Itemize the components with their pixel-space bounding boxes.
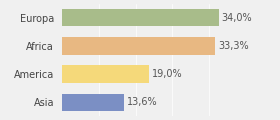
Text: 34,0%: 34,0%: [221, 13, 252, 23]
Text: 19,0%: 19,0%: [152, 69, 183, 79]
Bar: [62, 65, 150, 83]
Bar: [62, 94, 124, 111]
Bar: [62, 9, 219, 26]
Bar: [62, 37, 215, 55]
Text: 13,6%: 13,6%: [127, 97, 158, 107]
Text: 33,3%: 33,3%: [218, 41, 249, 51]
